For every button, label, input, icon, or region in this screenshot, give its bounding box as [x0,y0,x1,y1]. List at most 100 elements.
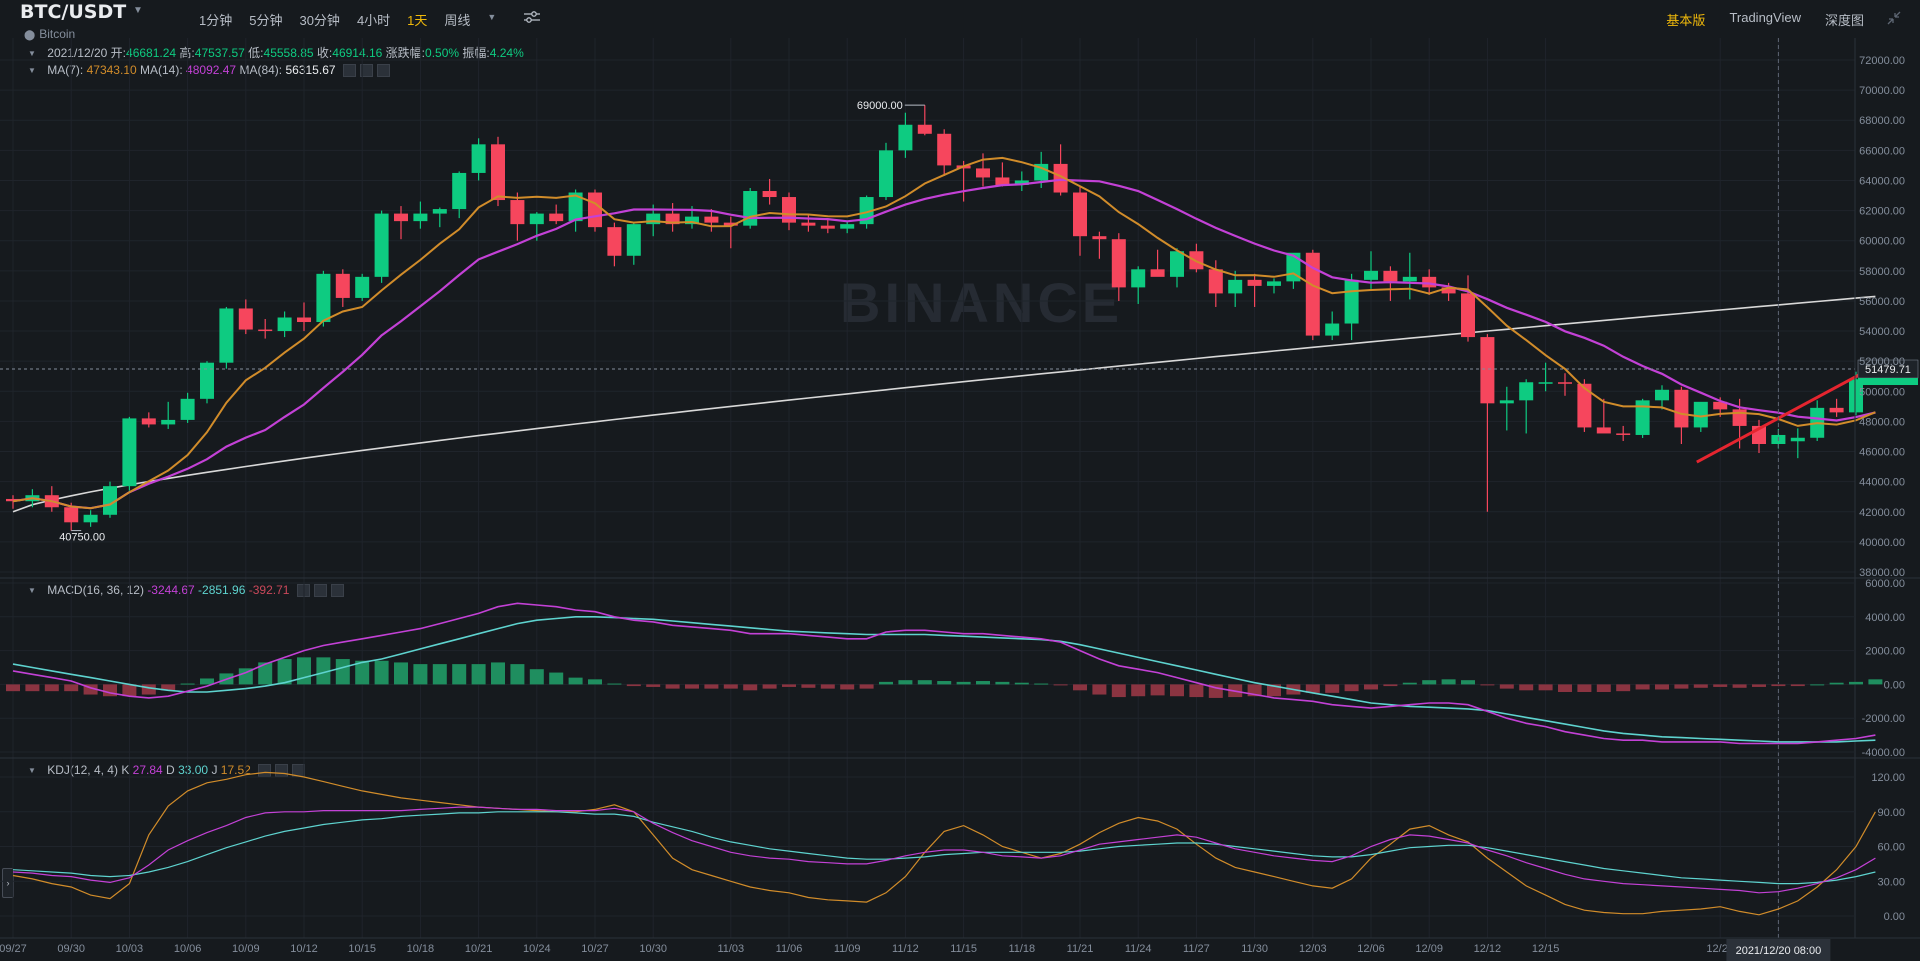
candle-body [1577,383,1592,428]
ma-visibility-icon[interactable] [342,64,356,78]
candle-body [297,317,311,323]
macd-close-icon[interactable] [330,584,344,598]
view-basic[interactable]: 基本版 [1666,13,1706,28]
date-tick-label: 11/27 [1183,943,1210,955]
left-panel-handle-icon[interactable]: › [2,868,14,898]
candle-body [1538,382,1553,384]
kdj-tick-label: 60.00 [1877,842,1905,854]
kdj-label: KDJ(12, 4, 4) [47,763,118,777]
candle-body [1189,251,1204,270]
close-label: 收: [316,46,333,60]
collapse-kdj-icon[interactable]: ▼ [28,766,36,776]
price-tick-label: 44000.00 [1859,477,1905,489]
price-tick-label: 50000.00 [1859,386,1905,398]
macd-histogram-bar [161,684,176,691]
macd-histogram-bar [626,684,641,687]
macd-tick-label: 0.00 [1884,679,1905,691]
macd-histogram-bar [141,684,156,695]
candle-body [1849,379,1863,413]
candle-body [1364,270,1378,280]
view-depth[interactable]: 深度图 [1824,13,1864,28]
collapse-ma-icon[interactable]: ▼ [28,66,36,76]
candle-body [277,317,292,332]
macd-histogram-bar [83,684,98,695]
macd-histogram-bar [1267,684,1281,697]
candle-body [25,495,40,502]
macd-visibility-icon[interactable] [296,584,310,598]
date-tick-label: 10/18 [407,943,435,955]
macd-histogram-bar [917,680,932,685]
indicator-settings-icon[interactable] [523,10,541,29]
ma-settings-icon[interactable] [359,64,373,78]
collapse-legend-icon[interactable]: ▼ [28,49,36,59]
macd-histogram-bar [1674,684,1689,689]
candle-body [258,329,273,332]
ma84-line [12,295,1876,513]
macd-histogram-bar [1752,684,1766,687]
candle-body [859,197,874,225]
price-tick-label: 66000.00 [1859,145,1905,157]
macd-histogram-bar [646,684,661,687]
candle-body [1053,163,1068,193]
view-tradingview[interactable]: TradingView [1729,10,1801,25]
ma14-label: MA(14): [140,63,183,77]
candle-body [1693,401,1708,428]
macd-histogram-bar [995,681,1010,685]
macd-histogram-bar [1635,684,1650,690]
price-tick-label: 46000.00 [1859,447,1905,459]
candle-body [1228,279,1243,294]
candle-body [782,197,796,223]
kdj-close-icon[interactable] [292,764,306,778]
open-value: 46681.24 [126,46,177,60]
macd-histogram-bar [549,672,564,685]
amp-label: 振幅: [462,46,490,60]
collapse-macd-icon[interactable]: ▼ [28,586,36,596]
interval-5m[interactable]: 5分钟 [249,13,283,28]
date-tick-label: 10/03 [116,943,144,955]
candle-body [1655,389,1669,401]
ohlc-date: 2021/12/20 [47,46,108,60]
candle-body [1383,270,1398,282]
candle-body [1868,369,1883,380]
macd-histogram-bar [1849,681,1863,685]
candle-body [355,276,370,298]
macd-histogram-bar [1441,679,1456,685]
interval-1w[interactable]: 周线 [444,13,471,28]
collapse-icon[interactable] [1886,10,1902,31]
macd-histogram-bar [277,659,292,685]
macd-histogram-bar [743,684,758,691]
interval-1d[interactable]: 1天 [407,13,428,28]
price-tick-label: 40000.00 [1859,537,1905,549]
symbol-dropdown-icon[interactable]: ▼ [133,5,143,16]
date-tick-label: 11/30 [1241,943,1268,955]
candle-body [374,213,389,277]
macd-histogram-bar [432,664,447,685]
candle-body [685,216,699,225]
kdj-j-value: 17.52 [220,763,251,777]
macd-histogram-bar [1344,684,1359,692]
view-tabs: 基本版 TradingView 深度图 [1642,10,1864,29]
macd-histogram-bar [44,684,59,692]
ma84-label: MA(84): [239,63,283,77]
candle-body [1441,287,1456,294]
macd-histogram-bar [1538,684,1553,691]
interval-1m[interactable]: 1分钟 [199,13,233,28]
more-intervals-icon[interactable]: ▼ [487,12,497,22]
kdj-settings-icon[interactable] [275,764,289,778]
ma-close-icon[interactable] [376,64,390,78]
date-tick-label: 11/24 [1125,943,1152,955]
symbol-title[interactable]: BTC/USDT [20,1,127,23]
interval-4h[interactable]: 4小时 [356,13,391,28]
macd-settings-icon[interactable] [313,584,327,598]
candle-body [976,168,990,178]
kdj-visibility-icon[interactable] [258,764,272,778]
price-tick-label: 58000.00 [1859,266,1905,278]
price-tick-label: 54000.00 [1859,326,1905,338]
macd-histogram-bar [1131,684,1146,697]
interval-30m[interactable]: 30分钟 [299,13,340,28]
price-tick-label: 42000.00 [1859,507,1905,519]
change-value: 0.50% [425,46,460,60]
macd-histogram-bar [782,684,796,687]
candle-body [1732,409,1747,426]
